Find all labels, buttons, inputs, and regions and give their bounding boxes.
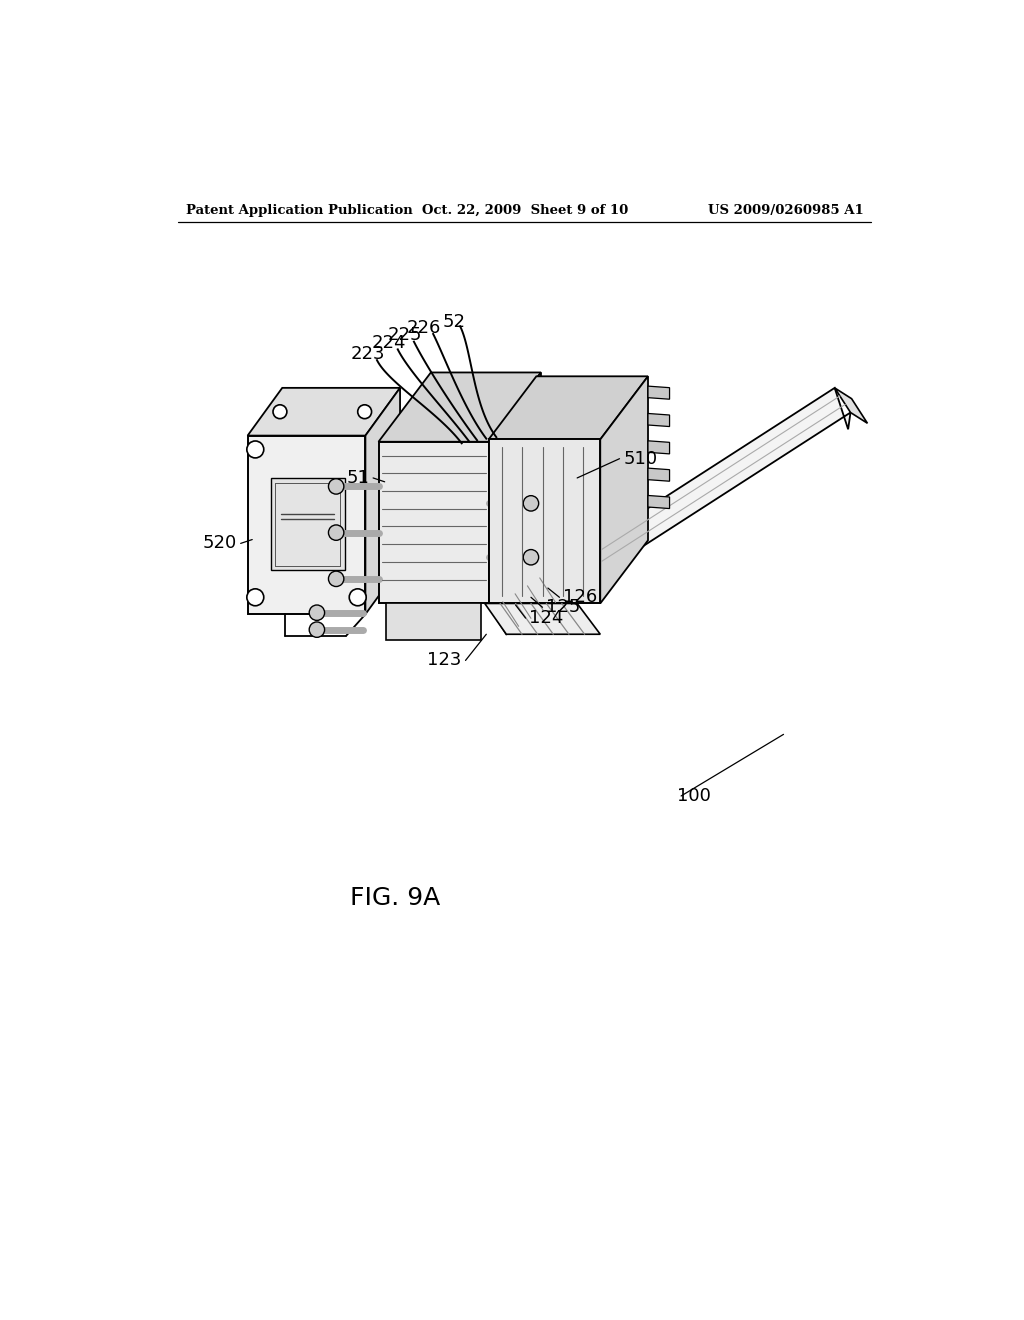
Polygon shape [600,376,648,603]
Polygon shape [490,388,851,635]
Text: Patent Application Publication: Patent Application Publication [186,205,413,218]
Text: FIG. 9A: FIG. 9A [350,886,440,909]
Text: 126: 126 [563,589,598,606]
Circle shape [523,496,539,511]
Text: 124: 124 [529,609,564,627]
Text: 225: 225 [387,326,422,345]
Circle shape [309,622,325,638]
Polygon shape [270,478,345,570]
Circle shape [309,605,325,620]
Circle shape [357,405,372,418]
Text: 100: 100 [677,787,711,805]
Text: 123: 123 [427,652,462,669]
Polygon shape [648,469,670,482]
Circle shape [273,405,287,418]
Circle shape [247,589,264,606]
Text: 52: 52 [442,313,466,330]
Text: Oct. 22, 2009  Sheet 9 of 10: Oct. 22, 2009 Sheet 9 of 10 [422,205,628,218]
Circle shape [349,589,367,606]
Polygon shape [379,372,541,442]
Circle shape [329,572,344,586]
Polygon shape [248,436,366,614]
Text: 224: 224 [372,334,406,352]
Polygon shape [488,376,648,440]
Polygon shape [648,495,670,508]
Polygon shape [386,603,481,640]
Text: 226: 226 [407,319,441,337]
Polygon shape [379,442,488,603]
Polygon shape [248,388,400,436]
Text: 520: 520 [203,535,237,552]
Polygon shape [648,413,670,426]
Polygon shape [648,441,670,454]
Polygon shape [484,603,600,635]
Text: 510: 510 [624,450,657,467]
Circle shape [247,441,264,458]
Circle shape [329,525,344,540]
Circle shape [523,549,539,565]
Text: US 2009/0260985 A1: US 2009/0260985 A1 [708,205,863,218]
Text: 51: 51 [346,469,370,487]
Text: 223: 223 [350,345,385,363]
Polygon shape [366,388,400,614]
Polygon shape [488,440,600,603]
Polygon shape [835,388,867,424]
Circle shape [329,479,344,494]
Polygon shape [648,387,670,399]
Polygon shape [488,372,541,603]
Text: 125: 125 [547,598,581,616]
